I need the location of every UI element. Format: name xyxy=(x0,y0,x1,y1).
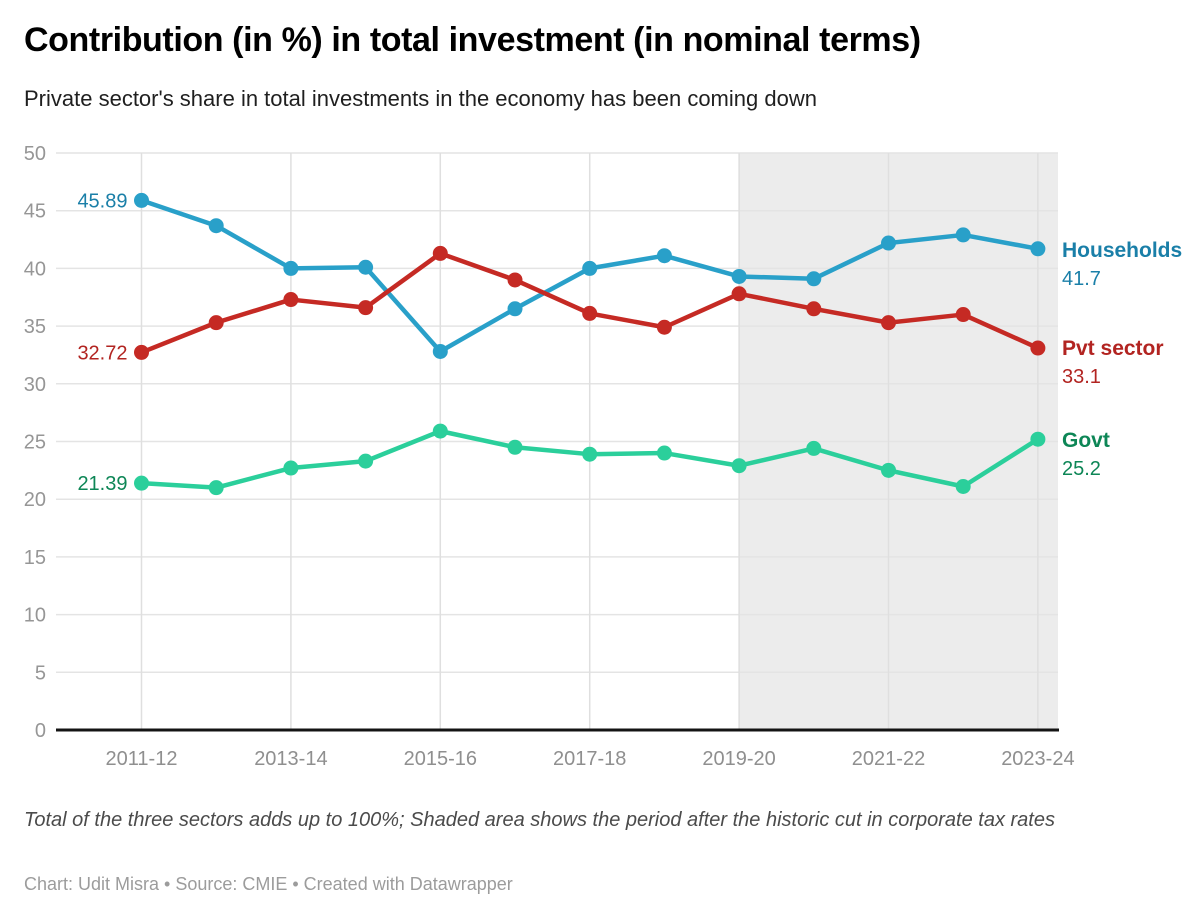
data-point-households xyxy=(881,235,896,251)
data-point-households xyxy=(806,271,822,287)
data-point-pvt-sector xyxy=(432,245,448,261)
data-point-govt xyxy=(881,462,896,478)
x-axis-tick-label: 2013-14 xyxy=(254,748,327,770)
series-start-value-label-pvt-sector: 32.72 xyxy=(77,342,127,364)
legend-pvt-sector: Pvt sector 33.1 xyxy=(1062,334,1164,392)
data-point-pvt-sector xyxy=(507,272,523,288)
legend-govt: Govt 25.2 xyxy=(1062,426,1110,484)
data-point-govt xyxy=(283,460,299,476)
data-point-households xyxy=(507,301,523,317)
data-point-households xyxy=(432,343,448,359)
data-point-households xyxy=(134,192,149,208)
y-axis-tick-label: 5 xyxy=(35,662,46,684)
data-point-govt xyxy=(656,445,672,461)
series-start-value-label-households: 45.89 xyxy=(77,190,127,212)
x-axis-tick-label: 2015-16 xyxy=(404,748,477,770)
data-point-govt xyxy=(507,439,523,455)
data-point-pvt-sector xyxy=(731,286,747,302)
chart-byline: Chart: Udit Misra • Source: CMIE • Creat… xyxy=(24,874,513,894)
data-point-pvt-sector xyxy=(283,292,299,308)
x-axis-tick-label: 2017-18 xyxy=(553,748,626,770)
y-axis-tick-label: 45 xyxy=(24,201,46,223)
legend-series-name: Pvt sector xyxy=(1062,337,1164,360)
data-point-households xyxy=(358,259,374,275)
data-point-govt xyxy=(1030,431,1046,447)
data-point-households xyxy=(582,260,598,276)
data-point-pvt-sector xyxy=(656,319,672,335)
data-point-pvt-sector xyxy=(1030,340,1046,356)
legend-series-value: 25.2 xyxy=(1062,458,1101,480)
x-axis-tick-label: 2011-12 xyxy=(106,748,178,770)
data-point-pvt-sector xyxy=(806,301,822,317)
y-axis-tick-label: 25 xyxy=(24,432,46,454)
x-axis-tick-label: 2019-20 xyxy=(702,748,775,770)
legend-series-name: Households xyxy=(1062,239,1183,262)
data-point-households xyxy=(1030,241,1046,257)
data-point-pvt-sector xyxy=(208,315,224,331)
legend-households: Households 41.7 xyxy=(1062,236,1182,294)
y-axis-tick-label: 0 xyxy=(35,720,46,742)
chart-title: Contribution (in %) in total investment … xyxy=(24,21,921,59)
data-point-pvt-sector xyxy=(134,344,149,360)
chart-footnote: Total of the three sectors adds up to 10… xyxy=(24,809,1055,831)
y-axis-tick-label: 40 xyxy=(24,258,46,280)
y-axis-tick-label: 30 xyxy=(24,374,46,396)
data-point-govt xyxy=(208,480,224,496)
y-axis-tick-label: 35 xyxy=(24,316,46,338)
data-point-govt xyxy=(806,440,822,456)
data-point-govt xyxy=(582,446,598,462)
data-point-govt xyxy=(731,458,747,474)
series-start-value-label-govt: 21.39 xyxy=(77,473,127,495)
data-point-households xyxy=(656,248,672,264)
x-axis-tick-label: 2023-24 xyxy=(1001,748,1074,770)
chart-subtitle: Private sector's share in total investme… xyxy=(24,86,817,111)
data-point-govt xyxy=(358,453,374,469)
data-point-households xyxy=(731,268,747,284)
data-point-govt xyxy=(134,475,149,491)
data-point-pvt-sector xyxy=(358,300,374,316)
y-axis-tick-label: 10 xyxy=(24,605,46,627)
data-point-households xyxy=(955,227,971,243)
y-axis-tick-label: 50 xyxy=(24,143,46,165)
y-axis-tick-label: 20 xyxy=(24,489,46,511)
x-axis-tick-label: 2021-22 xyxy=(852,748,925,770)
y-axis-tick-label: 15 xyxy=(24,547,46,569)
data-point-pvt-sector xyxy=(955,307,971,323)
data-point-govt xyxy=(955,479,971,495)
legend-series-value: 33.1 xyxy=(1062,366,1101,388)
data-point-pvt-sector xyxy=(881,315,896,331)
data-point-households xyxy=(283,260,299,276)
legend-series-value: 41.7 xyxy=(1062,268,1101,290)
data-point-households xyxy=(208,218,224,234)
legend-series-name: Govt xyxy=(1062,429,1110,452)
data-point-govt xyxy=(432,423,448,439)
data-point-pvt-sector xyxy=(582,305,598,321)
